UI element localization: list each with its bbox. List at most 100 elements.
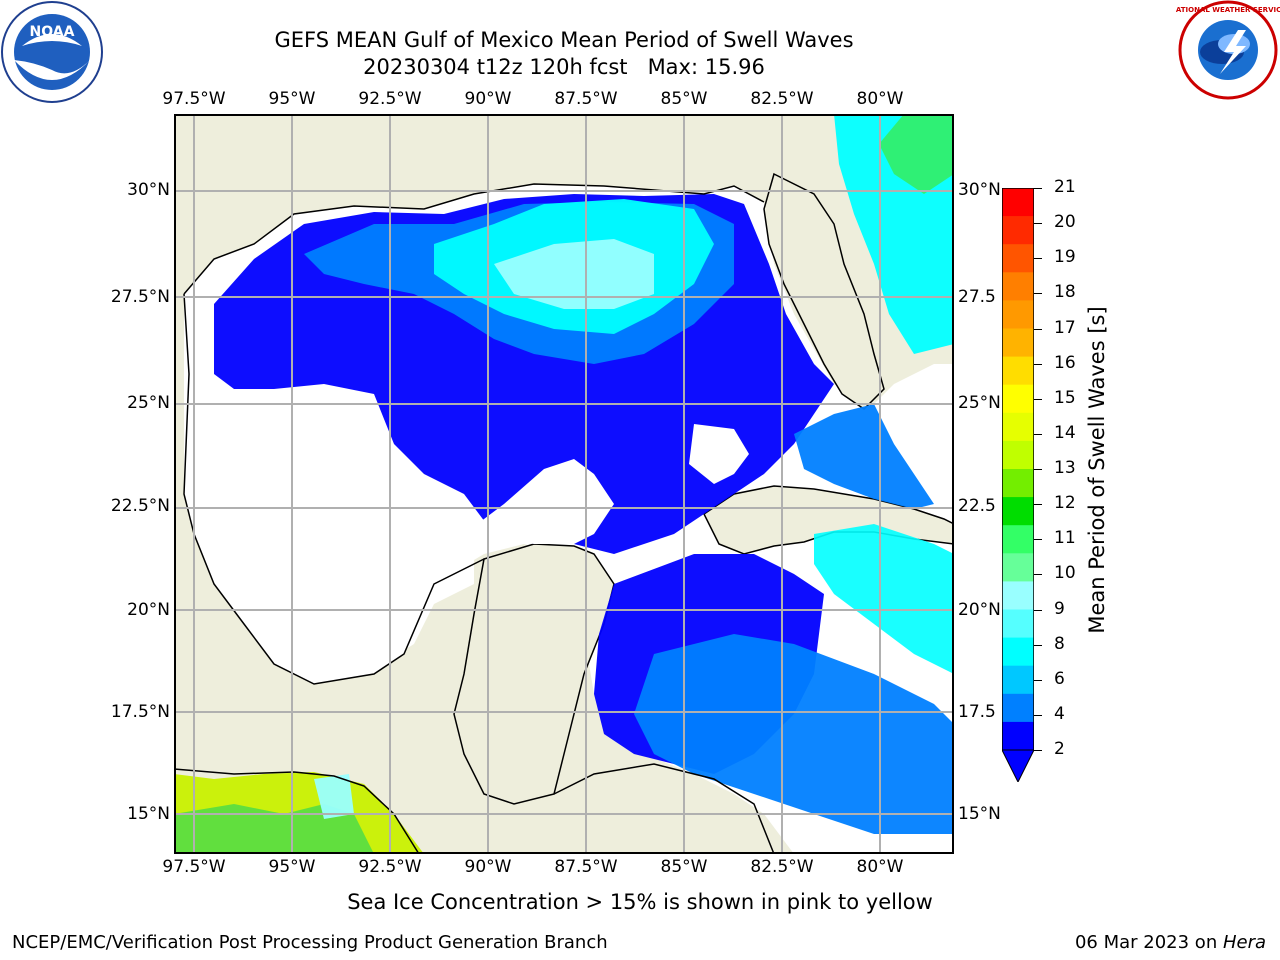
colorbar-tick-label: 11	[1054, 528, 1076, 549]
colorbar-tick-label: 6	[1054, 668, 1065, 689]
graticule	[174, 114, 954, 854]
colorbar-swatch	[1002, 721, 1034, 751]
colorbar-swatch	[1002, 665, 1034, 695]
lon-label-bottom: 90°W	[464, 857, 512, 877]
lat-label-right: 25°N	[958, 393, 1001, 413]
colorbar-swatch	[1002, 384, 1034, 414]
colorbar-swatch	[1002, 609, 1034, 639]
colorbar-tick-label: 19	[1054, 247, 1076, 268]
colorbar-tick-mark	[1034, 609, 1042, 611]
lon-label-top: 82.5°W	[750, 89, 814, 109]
lat-label-left: 22.5°N	[110, 496, 170, 516]
noaa-logo-text: NOAA	[30, 24, 75, 40]
svg-text:NATIONAL WEATHER SERVICE: NATIONAL WEATHER SERVICE	[1176, 6, 1280, 14]
colorbar-swatch	[1002, 469, 1034, 498]
colorbar-swatch	[1002, 188, 1034, 217]
colorbar-tick-label: 18	[1054, 282, 1076, 303]
no-data-yucatan-channel	[689, 424, 749, 484]
colorbar-tick-mark	[1034, 504, 1042, 506]
swell-field-4-6-east	[794, 404, 934, 509]
colorbar-swatch	[1002, 693, 1034, 723]
colorbar-swatch	[1002, 525, 1034, 554]
swell-field-pacific-cyan	[314, 774, 354, 819]
swell-field-6-8-carib	[814, 524, 954, 674]
noaa-logo: NOAA	[0, 0, 104, 104]
coastline-west	[183, 293, 485, 685]
footer-host: Hera	[1222, 932, 1266, 953]
coastline-north	[183, 183, 765, 295]
footer-right: 06 Mar 2023 on Hera	[1075, 932, 1266, 953]
lon-label-bottom: 92.5°W	[358, 857, 422, 877]
colorbar-tick-label: 9	[1054, 598, 1065, 619]
colorbar-tick-mark	[1034, 679, 1042, 681]
colorbar-tick-label: 17	[1054, 317, 1076, 338]
colorbar-tick-label: 10	[1054, 563, 1076, 584]
footer-left: NCEP/EMC/Verification Post Processing Pr…	[12, 932, 608, 953]
colorbar-tick-mark	[1034, 188, 1042, 189]
lon-label-top: 97.5°W	[162, 89, 226, 109]
lon-label-bottom: 95°W	[268, 857, 316, 877]
sea-ice-note: Sea Ice Concentration > 15% is shown in …	[347, 890, 933, 914]
colorbar-tick-mark	[1034, 293, 1042, 295]
lat-label-right: 17.5	[958, 702, 996, 722]
colorbar-swatch	[1002, 244, 1034, 273]
swell-field-9-10-atlantic	[879, 114, 954, 194]
map-panel	[173, 114, 955, 855]
colorbar-tick-mark	[1034, 574, 1042, 576]
colorbar-tick-mark	[1034, 363, 1042, 365]
colorbar-swatch	[1002, 216, 1034, 245]
colorbar-swatch	[1002, 328, 1034, 358]
no-data-western-gulf	[189, 394, 474, 679]
colorbar-swatch	[1002, 412, 1034, 442]
swell-field-8-10	[494, 239, 654, 309]
colorbar-swatch	[1002, 356, 1034, 386]
lat-label-left: 15°N	[127, 804, 170, 824]
lon-label-top: 90°W	[464, 89, 512, 109]
colorbar-title: Mean Period of Swell Waves [s]	[1085, 306, 1109, 634]
colorbar	[1001, 187, 1035, 784]
colorbar-tick-mark	[1034, 644, 1042, 646]
colorbar-tick-mark	[1034, 539, 1042, 541]
map-subtitle: 20230304 t12z 120h fcst Max: 15.96	[363, 55, 765, 79]
nws-logo: NATIONAL WEATHER SERVICE	[1170, 0, 1280, 104]
lat-label-right: 15°N	[958, 804, 1001, 824]
lat-label-right: 22.5	[958, 496, 996, 516]
colorbar-tick-label: 20	[1054, 212, 1076, 233]
colorbar-swatch	[1002, 440, 1034, 470]
lon-label-bottom: 80°W	[856, 857, 904, 877]
lat-label-left: 17.5°N	[110, 702, 170, 722]
colorbar-tick-mark	[1034, 469, 1042, 470]
colorbar-tick-mark	[1034, 433, 1042, 435]
colorbar-tick-mark	[1034, 714, 1042, 716]
colorbar-tick-label: 2	[1054, 739, 1065, 759]
colorbar-tick-label: 14	[1054, 422, 1076, 443]
colorbar-extend-arrow	[1001, 749, 1035, 784]
lat-label-left: 27.5°N	[110, 287, 170, 307]
colorbar-swatch	[1002, 581, 1034, 610]
colorbar-swatch	[1002, 497, 1034, 526]
lat-label-left: 30°N	[127, 180, 170, 200]
swell-field-4-6-carib	[634, 634, 954, 834]
colorbar-swatches	[1001, 187, 1035, 784]
lon-label-top: 80°W	[856, 89, 904, 109]
colorbar-tick-label: 16	[1054, 352, 1076, 373]
lat-label-left: 25°N	[127, 393, 170, 413]
colorbar-tick-mark	[1034, 258, 1042, 260]
colorbar-tick-mark	[1034, 398, 1042, 400]
colorbar-tick-label: 15	[1054, 387, 1076, 408]
map-canvas	[173, 114, 955, 855]
colorbar-tick-mark	[1034, 223, 1042, 225]
colorbar-tick-label: 4	[1054, 703, 1065, 724]
colorbar-tick-label: 12	[1054, 493, 1076, 514]
colorbar-swatch	[1002, 272, 1034, 301]
lat-label-right: 30°N	[958, 180, 1001, 200]
lat-label-left: 20°N	[127, 600, 170, 620]
map-border	[174, 114, 954, 854]
lat-label-right: 27.5	[958, 287, 996, 307]
colorbar-swatch	[1002, 637, 1034, 667]
lon-label-bottom: 85°W	[660, 857, 708, 877]
lon-label-bottom: 82.5°W	[750, 857, 814, 877]
lat-label-right: 20°N	[958, 600, 1001, 620]
colorbar-swatch	[1002, 553, 1034, 582]
lon-label-top: 95°W	[268, 89, 316, 109]
